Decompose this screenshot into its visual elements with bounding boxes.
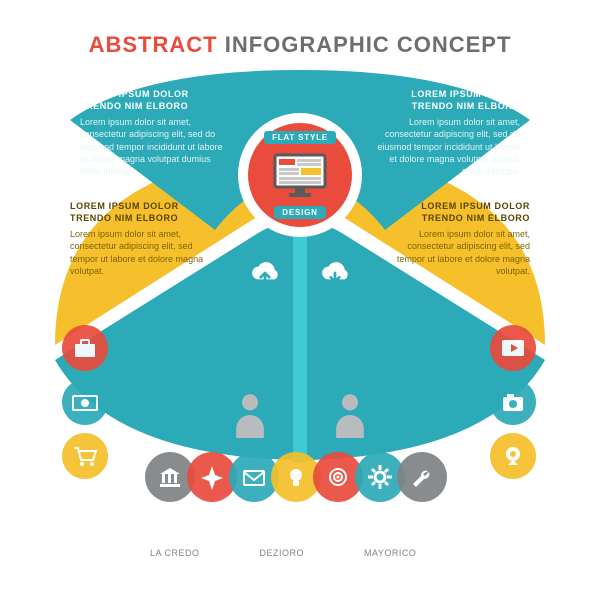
icon-column-right [490, 325, 536, 479]
cloud-icons-row [245, 258, 355, 288]
panel-body: Lorem ipsum dolor sit amet, consectetur … [70, 228, 210, 277]
panel-heading: LOREM IPSUM DOLOR TRENDO NIM ELBORO [80, 88, 230, 112]
footer-labels: LA CREDO DEZIORO MAYORICO [150, 548, 416, 558]
infographic-canvas: { "layout": { "width": 600, "height": 60… [0, 0, 600, 600]
panel-top-right: LOREM IPSUM DOLOR TRENDO NIM ELBORO Lore… [370, 88, 520, 177]
briefcase-icon [62, 325, 108, 371]
webcam-icon [490, 433, 536, 479]
cart-icon [62, 433, 108, 479]
footer-left: LA CREDO [150, 548, 200, 558]
center-monitor: FLAT STYLE DESIGN [248, 123, 352, 227]
panel-heading: LOREM IPSUM DOLOR TRENDO NIM ELBORO [70, 200, 210, 224]
panel-mid-left: LOREM IPSUM DOLOR TRENDO NIM ELBORO Lore… [70, 200, 210, 277]
person-male-icon [230, 392, 270, 438]
panel-top-left: LOREM IPSUM DOLOR TRENDO NIM ELBORO Lore… [80, 88, 230, 177]
panel-heading: LOREM IPSUM DOLOR TRENDO NIM ELBORO [390, 200, 530, 224]
cloud-up-icon [245, 258, 285, 288]
person-female-icon [330, 392, 370, 438]
chip-flat-style: FLAT STYLE [264, 131, 336, 144]
panel-body: Lorem ipsum dolor sit amet, consectetur … [390, 228, 530, 277]
wrench-icon [397, 452, 447, 502]
chip-design: DESIGN [274, 206, 325, 219]
footer-mid: DEZIORO [260, 548, 305, 558]
icon-row-bottom [149, 452, 443, 502]
person-icons-row [230, 392, 370, 438]
money-icon [62, 379, 108, 425]
footer-right: MAYORICO [364, 548, 416, 558]
panel-heading: LOREM IPSUM DOLOR TRENDO NIM ELBORO [370, 88, 520, 112]
panel-body: Lorem ipsum dolor sit amet, consectetur … [370, 116, 520, 177]
panel-body: Lorem ipsum dolor sit amet, consectetur … [80, 116, 230, 177]
monitor-icon [271, 151, 329, 199]
play-icon [490, 325, 536, 371]
icon-column-left [62, 325, 108, 479]
panel-mid-right: LOREM IPSUM DOLOR TRENDO NIM ELBORO Lore… [390, 200, 530, 277]
cloud-down-icon [315, 258, 355, 288]
camera-icon [490, 379, 536, 425]
